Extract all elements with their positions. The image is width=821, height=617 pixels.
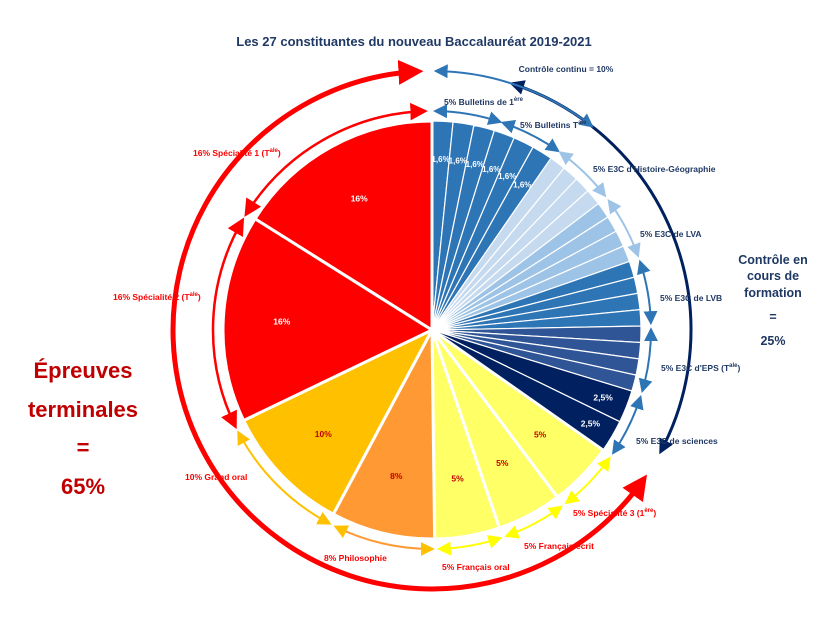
- label-bulletins-t: 5% Bulletins Tale: [520, 120, 587, 130]
- right-note-line3: formation: [744, 285, 802, 300]
- left-note-line3: =: [76, 435, 90, 460]
- label-bulletins-1-sup: ère: [514, 97, 524, 103]
- right-note-line4: =: [769, 309, 777, 324]
- label-controle-continu: Contrôle continu = 10%: [519, 64, 614, 74]
- label-grand-oral: 10% Grand oral: [185, 472, 247, 482]
- label-specialite3: 5% Spécialité 3 (1ère): [573, 508, 656, 518]
- label-specialite1-sup: ale: [270, 148, 279, 154]
- label-bulletins-t-main: 5% Bulletins T: [520, 120, 579, 130]
- label-specialite1-main: 16% Spécialité 1 (T: [193, 148, 270, 158]
- label-specialite2: 16% Spécialité 2 (Tale): [113, 292, 201, 302]
- pie-slice-label: 2,5%: [581, 419, 601, 429]
- label-specialite3-end: ): [653, 508, 656, 518]
- label-specialite1: 16% Spécialité 1 (Tale): [193, 148, 281, 158]
- arc-bulletins-1: [433, 104, 503, 125]
- arc-specialite1: [244, 102, 428, 217]
- arc-francais-oral: [436, 535, 503, 556]
- pie-slice-label: 2,5%: [593, 392, 613, 402]
- left-note-line4: 65%: [60, 473, 106, 499]
- arc-grand-oral: [237, 430, 332, 525]
- chart-title: Les 27 constituantes du nouveau Baccalau…: [236, 34, 592, 49]
- left-note-line2: terminales: [27, 396, 139, 422]
- pie-slice-label: 10%: [315, 429, 332, 439]
- left-note-line1: Épreuves: [33, 358, 133, 383]
- pie-slice-label: 16%: [351, 193, 368, 203]
- arc-specialite3: [564, 456, 611, 505]
- pie-slice-label: 5%: [451, 473, 464, 483]
- label-specialite2-main: 16% Spécialité 2 (T: [113, 292, 190, 302]
- pie-slice-label: 8%: [390, 471, 403, 481]
- label-e3c-hg: 5% E3C d'Histoire-Géographie: [593, 164, 716, 174]
- label-francais-oral: 5% Français oral: [442, 562, 510, 572]
- arc-e3c-lva: [607, 199, 641, 258]
- label-bulletins-1-main: 5% Bulletins de 1: [444, 97, 514, 107]
- pie-slice-label: 5%: [534, 430, 547, 440]
- pie-slice-label: 1,6%: [449, 157, 467, 166]
- pie-slice-label: 1,6%: [466, 160, 484, 169]
- label-e3c-eps-main: 5% E3C d'EPS (T: [661, 363, 730, 373]
- right-note-line2: cours de: [746, 269, 800, 284]
- arc-francais-ecrit: [504, 505, 563, 539]
- arc-specialite2: [211, 217, 245, 430]
- label-e3c-sciences: 5% E3C de sciences: [636, 436, 718, 446]
- label-e3c-lva: 5% E3C de LVA: [640, 229, 702, 239]
- arc-e3c-eps: [638, 327, 658, 394]
- right-note-line5: 25%: [760, 334, 786, 348]
- pie-slice-label: 5%: [496, 458, 509, 468]
- arc-e3c-lvb: [637, 259, 658, 326]
- pie-slice-label: 1,6%: [431, 155, 449, 164]
- label-e3c-eps-end: ): [738, 363, 741, 373]
- arc-philosophie: [333, 525, 435, 556]
- arc-controle-continu: [433, 64, 594, 128]
- pie-slice-label: 1,6%: [513, 180, 531, 189]
- arc-e3c-hg: [558, 151, 607, 198]
- label-philosophie: 8% Philosophie: [324, 553, 387, 563]
- right-note-line1: Contrôle en: [738, 253, 808, 267]
- left-note: Épreuves terminales = 65%: [8, 352, 158, 506]
- label-specialite2-sup: ale: [190, 292, 199, 298]
- label-francais-ecrit: 5% Français écrit: [524, 541, 594, 551]
- pie-slices: [221, 119, 642, 541]
- label-specialite2-end: ): [198, 292, 201, 302]
- label-bulletins-1: 5% Bulletins de 1ère: [444, 97, 524, 107]
- label-bulletins-t-sup: ale: [578, 120, 587, 126]
- label-e3c-eps: 5% E3C d'EPS (Tale): [661, 363, 741, 373]
- label-specialite3-main: 5% Spécialité 3 (1: [573, 508, 645, 518]
- label-e3c-lvb: 5% E3C de LVB: [660, 293, 722, 303]
- right-note: Contrôle en cours de formation = 25%: [718, 252, 821, 349]
- label-e3c-eps-sup: ale: [729, 363, 738, 369]
- bracket-arcs: [170, 59, 693, 592]
- label-specialite1-end: ): [278, 148, 281, 158]
- pie-slice-label: 16%: [273, 317, 290, 327]
- arc-bulletins-t: [500, 119, 560, 153]
- label-specialite3-sup: ère: [644, 508, 654, 514]
- arc-e3c-sciences: [611, 395, 644, 455]
